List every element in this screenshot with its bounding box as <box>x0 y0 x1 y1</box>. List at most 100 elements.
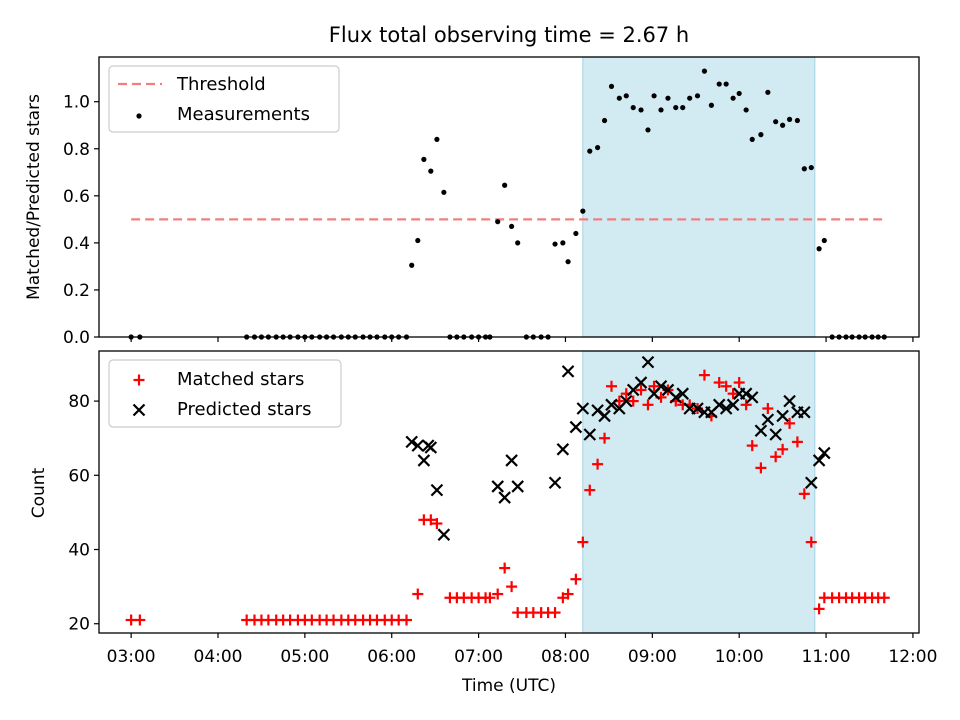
measurement-point <box>495 219 501 225</box>
matched-star-point <box>599 432 611 444</box>
predicted-star-point-b <box>745 391 759 404</box>
predicted-star-point-b <box>776 409 789 423</box>
measurement-point <box>552 241 558 247</box>
legend-box <box>108 65 340 133</box>
predicted-star-point-b <box>634 376 648 389</box>
x-tick-label: 05:00 <box>280 647 329 667</box>
measurement-point <box>773 119 779 125</box>
matched-star-point <box>499 562 511 574</box>
measurement-point <box>701 68 708 74</box>
predicted-star-point-b <box>726 398 740 412</box>
predicted-star-point <box>719 402 733 415</box>
predicted-star-point <box>818 446 831 460</box>
measurement-point <box>502 182 508 188</box>
matched-star-point <box>635 384 647 396</box>
measurement-point <box>765 89 771 95</box>
predicted-star-point <box>548 476 562 490</box>
y-tick-label: 0.6 <box>63 187 90 207</box>
predicted-star-point-b <box>430 483 444 497</box>
matched-star-point <box>570 573 582 585</box>
matched-star-point <box>562 588 574 600</box>
measurement-point <box>645 127 651 133</box>
measurement-point <box>630 104 636 111</box>
measurement-point <box>601 117 608 124</box>
measurement-point <box>509 223 515 230</box>
predicted-star-point-b <box>583 428 597 441</box>
predicted-star-point <box>430 483 444 497</box>
legend-predicted-swatch <box>132 403 146 417</box>
predicted-star-point-b <box>437 528 451 541</box>
predicted-star-point <box>776 409 789 423</box>
measurement-point <box>658 107 664 113</box>
y-tick-label: 1.0 <box>63 93 90 113</box>
y-tick-label: 60 <box>68 466 90 486</box>
measurement-point <box>651 93 657 99</box>
measurement-point <box>723 81 729 87</box>
matched-star-point <box>740 399 752 411</box>
predicted-star-point <box>805 476 818 490</box>
predicted-star-point <box>576 402 590 415</box>
measurement-point <box>780 122 786 128</box>
predicted-star-point-b <box>556 443 570 456</box>
predicted-star-point <box>498 491 511 504</box>
y-tick-label: 40 <box>68 541 90 561</box>
measurement-point <box>749 136 755 142</box>
predicted-star-point <box>405 435 418 449</box>
legend-threshold-label: Threshold <box>176 74 266 95</box>
measurement-point <box>428 168 434 174</box>
matched-star-point <box>762 403 774 415</box>
matched-star-point <box>805 536 817 548</box>
predicted-star-point <box>761 413 775 426</box>
measurement-point <box>595 144 601 151</box>
legend-box <box>108 359 342 428</box>
predicted-star-point <box>491 480 504 493</box>
predicted-star-point <box>654 379 668 393</box>
predicted-star-point-b <box>805 476 818 490</box>
legend-matched-swatch <box>133 374 145 386</box>
predicted-star-point <box>605 398 618 412</box>
measurement-point <box>736 90 742 97</box>
x-tick-label: 06:00 <box>367 647 416 667</box>
predicted-star-point-b <box>754 424 768 438</box>
matched-star-point <box>627 395 639 407</box>
measurement-point <box>608 83 615 90</box>
legend: Matched stars Predicted stars <box>108 359 342 428</box>
matched-star-point <box>798 488 810 500</box>
matched-star-point <box>592 458 604 470</box>
measurement-point <box>616 95 622 101</box>
measurement-point <box>680 104 686 111</box>
measurement-point <box>786 116 793 122</box>
matched-star-point <box>412 588 424 600</box>
predicted-star-point-b <box>598 409 611 423</box>
predicted-star-point-b <box>548 476 562 490</box>
predicted-star-point-b <box>676 387 690 400</box>
measurement-point <box>434 136 440 142</box>
measurement-point <box>816 246 822 252</box>
observing-window-span <box>582 350 816 634</box>
predicted-star-point <box>411 439 425 452</box>
measurement-point <box>730 95 736 101</box>
plot-frame <box>98 56 920 338</box>
y-tick-label: 0.0 <box>63 328 90 348</box>
measurement-point <box>716 81 722 87</box>
measurement-point <box>665 95 671 101</box>
predicted-star-point-b <box>818 446 831 460</box>
chart-title: Flux total observing time = 2.67 h <box>329 23 689 47</box>
measurement-point <box>758 132 764 138</box>
x-tick-label: 03:00 <box>107 647 156 667</box>
measurement-point <box>573 230 579 237</box>
predicted-star-point-b <box>798 405 811 419</box>
predicted-star-point-b <box>491 480 504 493</box>
matched-star-point <box>401 614 412 626</box>
legend-matched-label: Matched stars <box>177 369 304 390</box>
predicted-star-point-b <box>661 383 675 397</box>
matched-star-point <box>813 603 825 615</box>
predicted-star-point-b <box>691 402 704 415</box>
top-panel: 0.0 0.2 0.4 0.6 0.8 1.0 Matched/Predicted sta… <box>24 56 920 348</box>
predicted-star-point-b <box>761 413 775 426</box>
x-axis-label: Time (UTC) <box>461 676 556 696</box>
matched-star-point <box>549 607 561 619</box>
predicted-star-point-b <box>769 428 782 441</box>
matched-star-point <box>642 399 654 411</box>
